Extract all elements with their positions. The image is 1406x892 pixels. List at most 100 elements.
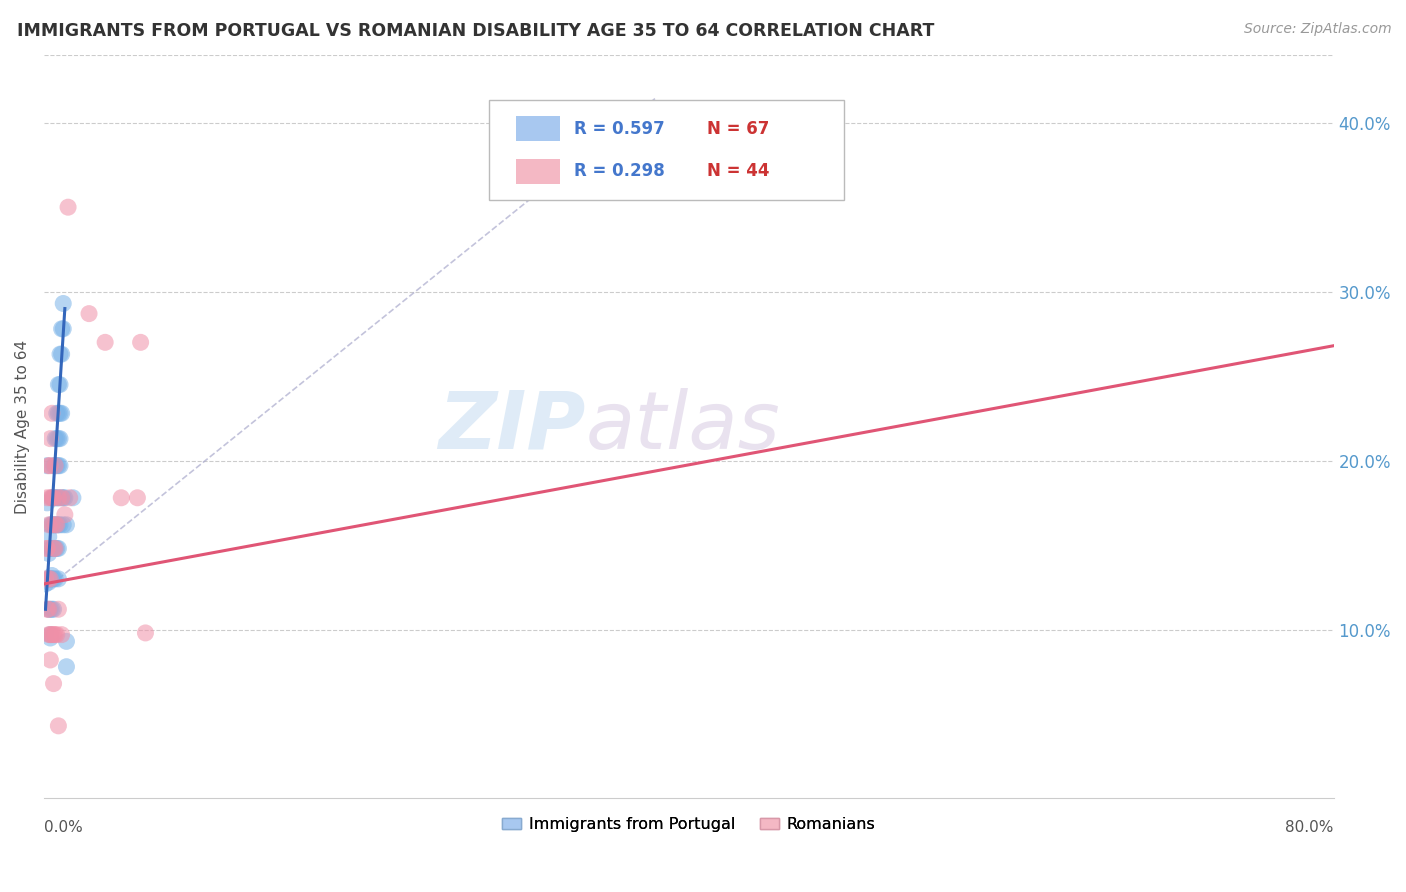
Point	[48, 377, 70, 392]
Point	[51, 491, 73, 505]
Point	[51, 347, 73, 361]
Point	[49, 458, 72, 473]
Point	[41, 627, 63, 641]
Point	[41, 491, 63, 505]
Point	[45, 491, 67, 505]
Point	[44, 458, 66, 473]
Text: N = 44: N = 44	[707, 162, 769, 180]
Point	[51, 627, 73, 641]
FancyBboxPatch shape	[489, 100, 844, 200]
Point	[134, 626, 156, 640]
Point	[39, 627, 62, 641]
Point	[110, 491, 132, 505]
Point	[42, 517, 65, 532]
Point	[53, 508, 76, 522]
Point	[52, 296, 75, 310]
FancyBboxPatch shape	[516, 159, 560, 184]
Point	[39, 541, 62, 556]
Point	[39, 653, 62, 667]
Point	[38, 572, 60, 586]
Point	[48, 406, 70, 420]
Point	[42, 458, 65, 473]
Point	[48, 541, 70, 556]
Point	[37, 491, 59, 505]
Point	[45, 432, 67, 446]
Point	[49, 517, 72, 532]
Point	[51, 491, 73, 505]
Point	[44, 458, 66, 473]
Point	[48, 572, 70, 586]
Point	[44, 517, 66, 532]
Text: R = 0.597: R = 0.597	[574, 120, 665, 137]
Point	[45, 541, 67, 556]
Point	[48, 458, 70, 473]
Point	[38, 517, 60, 532]
Point	[45, 517, 67, 532]
Point	[44, 627, 66, 641]
Point	[38, 530, 60, 544]
Text: R = 0.298: R = 0.298	[574, 162, 665, 180]
Point	[37, 541, 59, 556]
Point	[45, 517, 67, 532]
FancyBboxPatch shape	[516, 116, 560, 141]
Point	[44, 541, 66, 556]
Point	[39, 458, 62, 473]
Point	[44, 432, 66, 446]
Legend: Immigrants from Portugal, Romanians: Immigrants from Portugal, Romanians	[496, 811, 882, 838]
Point	[42, 541, 65, 556]
Point	[45, 406, 67, 420]
Point	[48, 602, 70, 616]
Point	[42, 627, 65, 641]
Point	[129, 335, 152, 350]
Text: 80.0%: 80.0%	[1285, 820, 1334, 835]
Point	[41, 568, 63, 582]
Point	[42, 491, 65, 505]
Point	[62, 491, 84, 505]
Point	[55, 517, 77, 532]
Point	[38, 602, 60, 616]
Point	[39, 572, 62, 586]
Point	[39, 432, 62, 446]
Point	[51, 322, 73, 336]
Text: N = 67: N = 67	[707, 120, 769, 137]
Point	[49, 377, 72, 392]
Point	[48, 432, 70, 446]
Point	[42, 491, 65, 505]
Point	[39, 602, 62, 616]
Point	[45, 458, 67, 473]
Point	[41, 602, 63, 616]
Point	[44, 572, 66, 586]
Point	[34, 577, 56, 591]
Point	[52, 322, 75, 336]
Point	[39, 572, 62, 586]
Point	[48, 719, 70, 733]
Text: IMMIGRANTS FROM PORTUGAL VS ROMANIAN DISABILITY AGE 35 TO 64 CORRELATION CHART: IMMIGRANTS FROM PORTUGAL VS ROMANIAN DIS…	[17, 22, 934, 40]
Text: 0.0%: 0.0%	[44, 820, 83, 835]
Point	[44, 517, 66, 532]
Point	[42, 541, 65, 556]
Point	[38, 575, 60, 590]
Point	[44, 541, 66, 556]
Point	[38, 572, 60, 586]
Point	[52, 517, 75, 532]
Point	[37, 602, 59, 616]
Text: ZIP: ZIP	[439, 388, 585, 466]
Point	[77, 307, 100, 321]
Point	[48, 491, 70, 505]
Point	[59, 491, 82, 505]
Point	[38, 602, 60, 616]
Point	[41, 572, 63, 586]
Point	[39, 572, 62, 586]
Point	[48, 491, 70, 505]
Point	[37, 458, 59, 473]
Point	[39, 517, 62, 532]
Point	[39, 631, 62, 645]
Point	[44, 491, 66, 505]
Point	[42, 572, 65, 586]
Point	[48, 517, 70, 532]
Point	[53, 491, 76, 505]
Text: Source: ZipAtlas.com: Source: ZipAtlas.com	[1244, 22, 1392, 37]
Point	[41, 491, 63, 505]
Point	[41, 517, 63, 532]
Point	[55, 634, 77, 648]
